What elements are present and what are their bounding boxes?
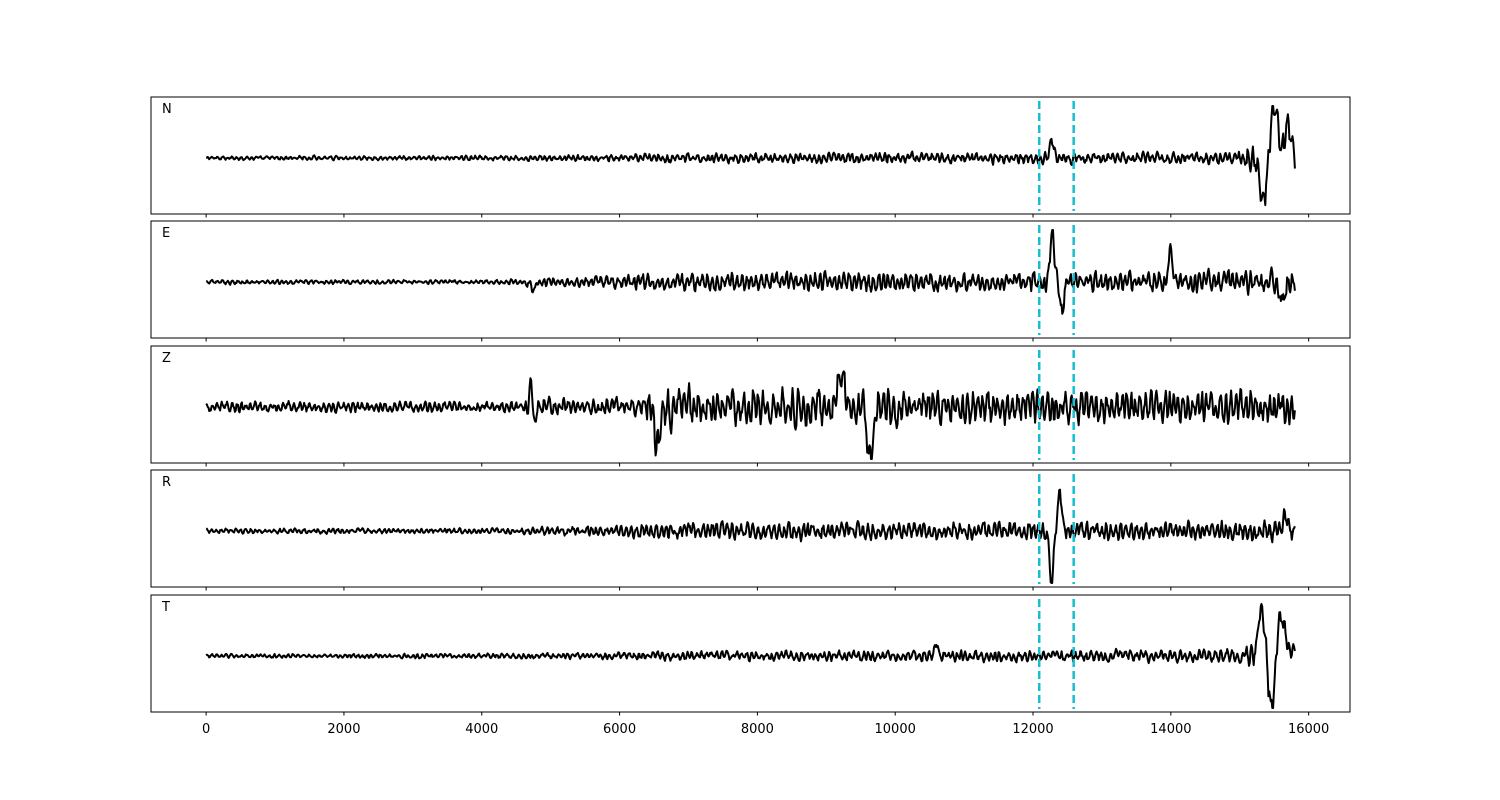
x-tick-label: 0 (202, 722, 210, 737)
panel-label: E (162, 226, 170, 241)
x-tick-label: 10000 (875, 722, 916, 737)
x-tick-label: 6000 (603, 722, 636, 737)
panel-frame (150, 345, 1351, 464)
panel-z: Z (150, 345, 1351, 467)
x-tick-label: 12000 (1012, 722, 1053, 737)
panel-label: T (161, 600, 170, 615)
trace-t (205, 603, 1296, 709)
panel-label: R (162, 475, 171, 490)
trace-e (205, 229, 1296, 315)
x-axis: 0 2000 4000 6000 8000 10000 12000 14000 16000 (202, 722, 1329, 737)
panel-label: N (162, 102, 172, 117)
x-tick-label: 14000 (1150, 722, 1191, 737)
trace-n (205, 105, 1296, 207)
x-tick-label: 16000 (1288, 722, 1329, 737)
x-tick-label: 2000 (327, 722, 360, 737)
panels: N E Z R T (150, 96, 1351, 716)
trace-z (205, 370, 1296, 460)
panel-e: E (150, 220, 1351, 342)
x-tick-label: 8000 (741, 722, 774, 737)
panel-label: Z (162, 351, 171, 366)
panel-n: N (150, 96, 1351, 218)
panel-frame (150, 96, 1351, 215)
x-tick-label: 4000 (465, 722, 498, 737)
panel-frame (150, 594, 1351, 713)
panel-t: T (150, 594, 1351, 716)
trace-r (205, 488, 1296, 584)
panel-r: R (150, 469, 1351, 591)
panel-frame (150, 220, 1351, 339)
panel-frame (150, 469, 1351, 588)
